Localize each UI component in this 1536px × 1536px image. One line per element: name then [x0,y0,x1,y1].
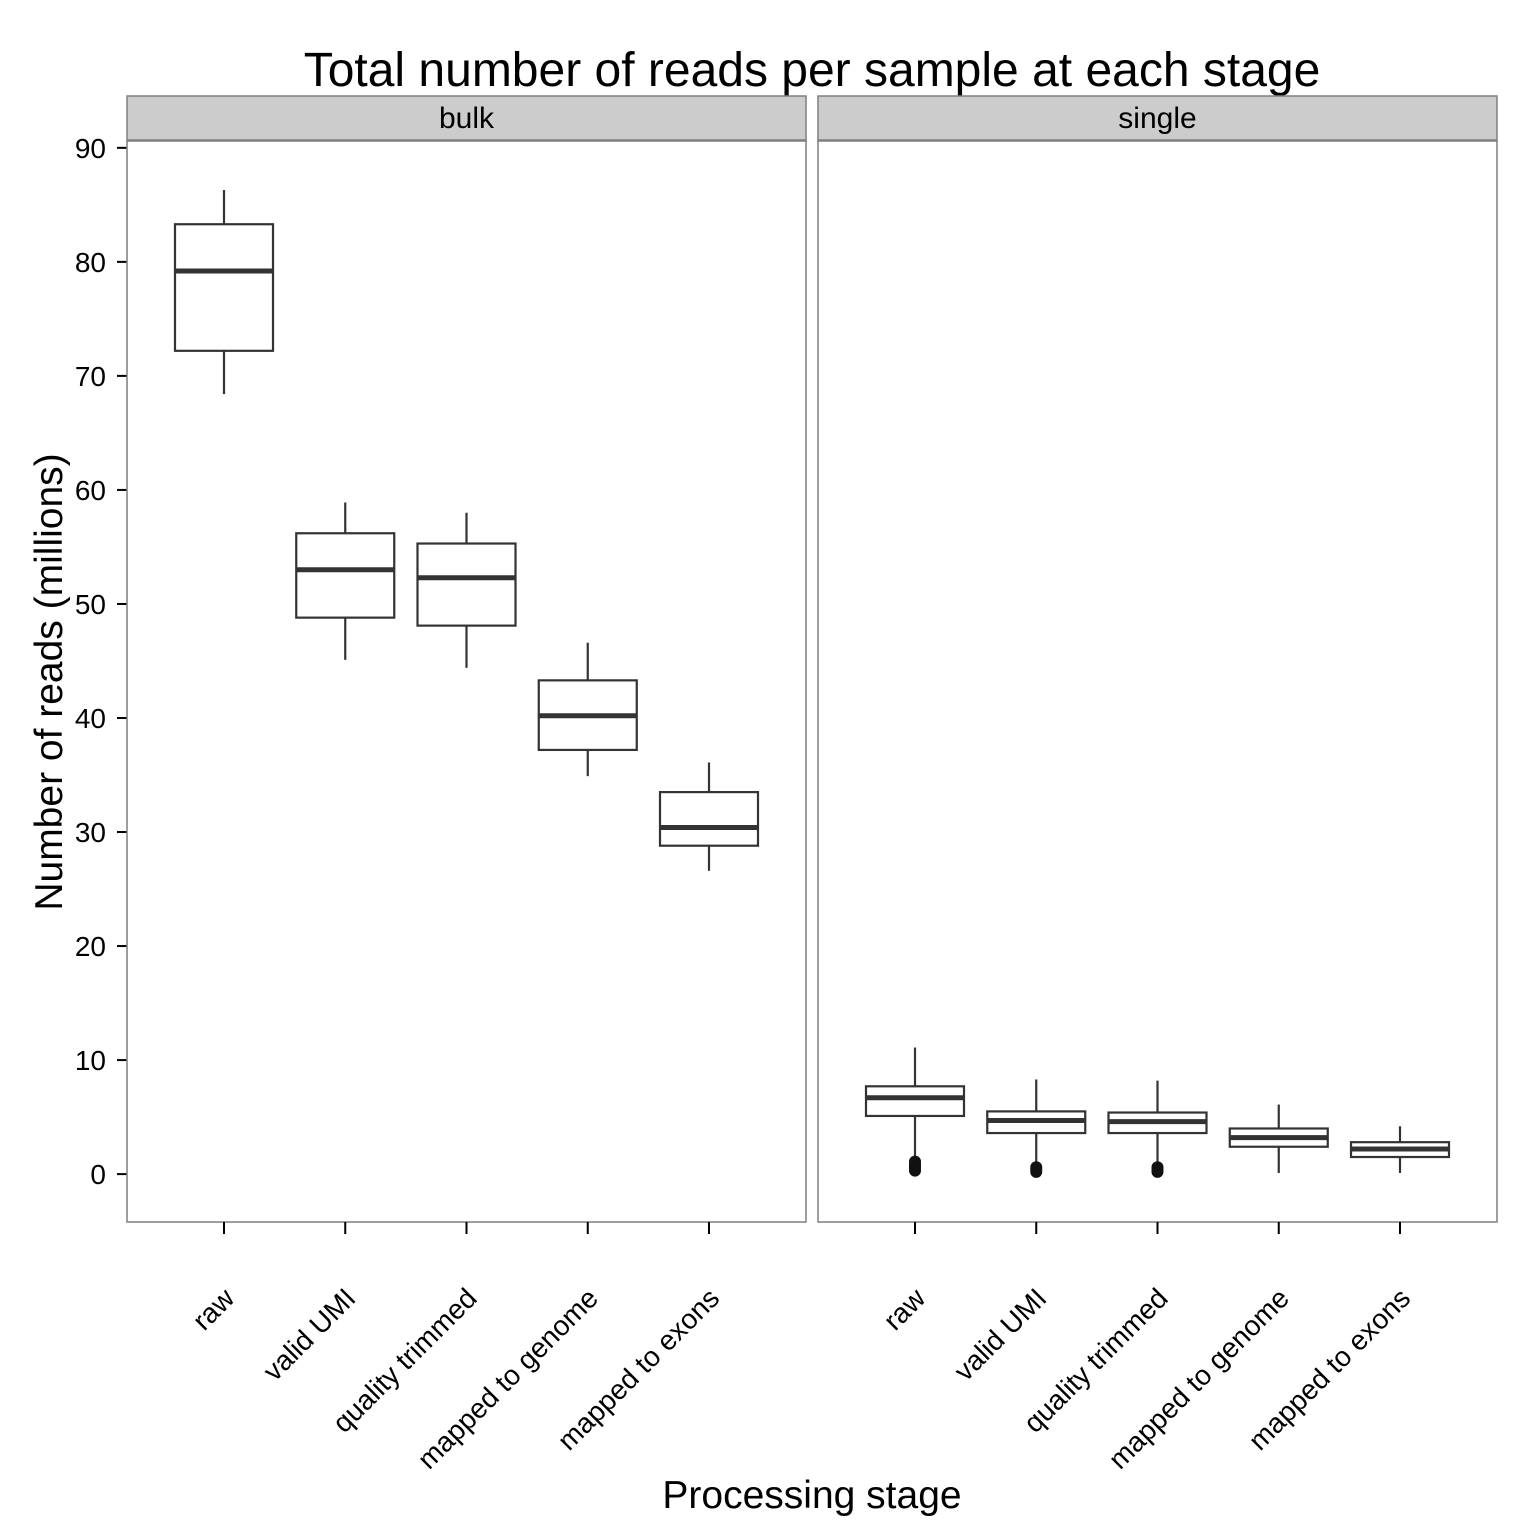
box-iqr [173,223,275,352]
x-tick-label-single-0: raw [877,1282,931,1336]
y-axis: 0 10 20 30 40 50 60 70 80 90 [75,133,127,1190]
box-bulk-1 [295,502,396,660]
y-tick-label-70: 70 [75,361,106,392]
y-axis-label: Number of reads (millions) [28,453,71,910]
box-iqr [295,532,396,619]
box-bulk-3 [537,642,638,777]
outlier-point [1030,1161,1043,1174]
y-tick-label-20: 20 [75,931,106,962]
box-single-4 [1349,1126,1451,1173]
box-iqr [658,791,760,847]
y-tick-label-10: 10 [75,1045,106,1076]
x-axis-label: Processing stage [662,1474,961,1517]
strip-single [817,95,1498,141]
outlier-point [1151,1161,1164,1174]
y-tick-label-80: 80 [75,247,106,278]
chart-title: Total number of reads per sample at each… [304,44,1321,97]
strip-bulk [126,95,807,141]
x-tick-label-bulk-0: raw [186,1282,240,1336]
y-tick-label-90: 90 [75,133,106,164]
strip-label-single: single [1118,102,1196,135]
panel-border-single [817,140,1498,1223]
y-tick-label-30: 30 [75,817,106,848]
y-tick-label-0: 0 [90,1159,106,1190]
box-single-2 [1107,1080,1208,1178]
box-bulk-2 [416,512,517,668]
strip-label-bulk: bulk [439,102,495,135]
box-single-0 [864,1047,966,1177]
box-bulk-0 [173,190,275,395]
box-single-3 [1228,1104,1329,1173]
y-tick-label-50: 50 [75,589,106,620]
y-tick-label-60: 60 [75,475,106,506]
x-tick-label-single-1: valid UMI [948,1282,1052,1386]
box-iqr [864,1085,966,1118]
x-tick-label-bulk-1: valid UMI [257,1282,361,1386]
box-iqr [416,542,517,627]
box-bulk-4 [658,762,760,871]
box-single-1 [986,1079,1087,1178]
outlier-point [909,1155,921,1168]
y-tick-label-40: 40 [75,703,106,734]
